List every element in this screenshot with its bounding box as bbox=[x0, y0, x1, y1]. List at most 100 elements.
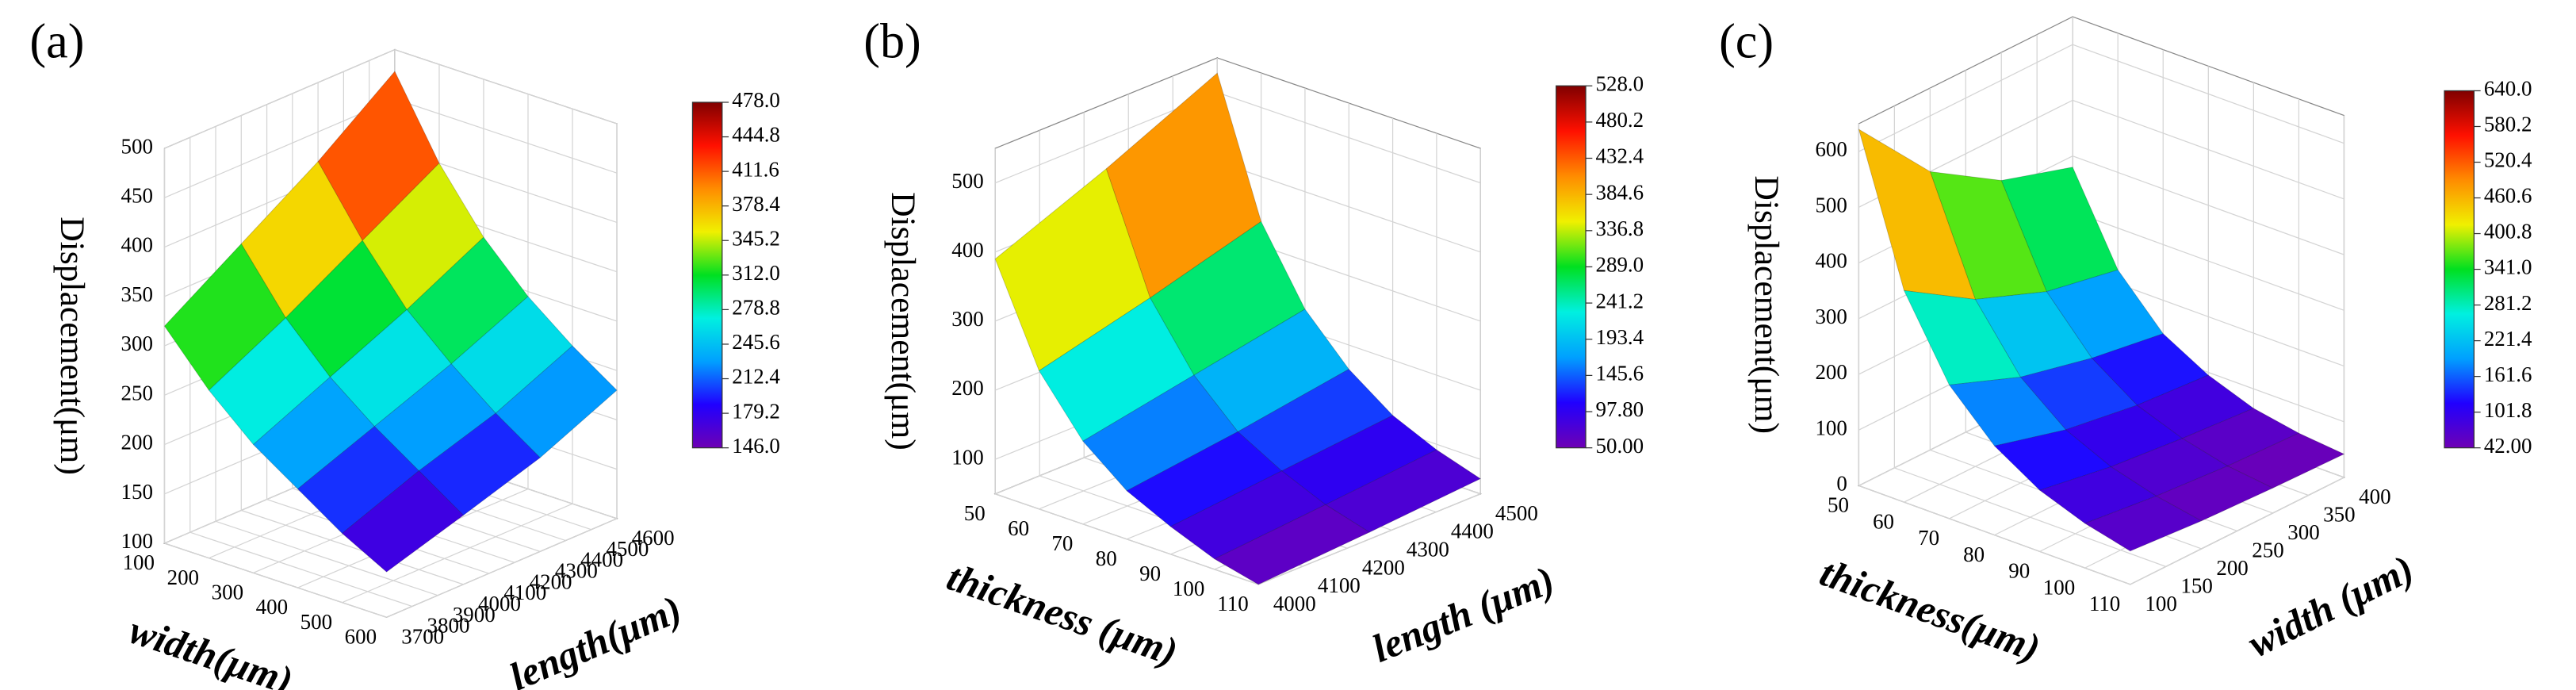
colorbar-tick-label: 528.0 bbox=[1595, 71, 1644, 95]
colorbar-tick-label: 42.00 bbox=[2484, 434, 2532, 458]
grid-line bbox=[189, 531, 413, 608]
y-tick-label: 300 bbox=[2287, 520, 2319, 544]
colorbar-tick-label: 460.6 bbox=[2484, 184, 2532, 208]
grid-line bbox=[215, 520, 438, 596]
z-tick-label: 400 bbox=[121, 233, 152, 257]
colorbar-tick-label: 480.2 bbox=[1595, 108, 1644, 132]
grid-line bbox=[1217, 161, 1481, 253]
x-tick-label: 400 bbox=[256, 595, 288, 619]
y-tick-label: 4100 bbox=[503, 581, 546, 604]
y-tick-label: 350 bbox=[2323, 503, 2355, 527]
colorbar-tick-label: 400.8 bbox=[2484, 220, 2532, 243]
y-tick-label: 400 bbox=[2359, 485, 2390, 508]
colorbar-tick-label: 520.4 bbox=[2484, 148, 2532, 172]
panel-label: (b) bbox=[863, 15, 921, 69]
grid-line bbox=[2072, 155, 2344, 255]
z-tick-label: 400 bbox=[1815, 249, 1847, 273]
colorbar-tick-label: 341.0 bbox=[2484, 255, 2532, 279]
grid-line bbox=[1257, 493, 1481, 585]
z-tick-label: 300 bbox=[121, 332, 152, 355]
z-tick-label: 100 bbox=[1815, 416, 1847, 439]
z-tick-label: 500 bbox=[1815, 193, 1847, 217]
grid-line bbox=[1894, 467, 2166, 567]
colorbar-tick-label: 432.4 bbox=[1595, 144, 1644, 168]
colorbar-tick-label: 101.8 bbox=[2484, 398, 2532, 422]
grid-line bbox=[1858, 485, 2130, 585]
y-tick-label: 4600 bbox=[632, 526, 675, 550]
grid-line bbox=[164, 542, 387, 618]
colorbar-tick-label: 444.8 bbox=[732, 123, 780, 147]
x-tick-label: 200 bbox=[167, 565, 199, 589]
x-tick-label: 500 bbox=[300, 610, 332, 634]
panel: 50 60 70 80 90 100 110 400041004200430044004500… bbox=[863, 15, 1644, 674]
colorbar-tick-label: 411.6 bbox=[732, 157, 779, 181]
surface-patch bbox=[341, 470, 465, 573]
z-tick-label: 450 bbox=[121, 184, 152, 208]
x-tick-label: 100 bbox=[123, 550, 155, 574]
x-axis-label: width(μm) bbox=[124, 608, 297, 690]
surface-patch bbox=[2155, 466, 2274, 522]
surface-patch bbox=[1213, 504, 1371, 585]
z-tick-label: 200 bbox=[951, 376, 983, 400]
grid-line bbox=[164, 98, 396, 198]
y-tick-label: 4200 bbox=[1362, 555, 1405, 579]
colorbar-tick-label: 278.8 bbox=[732, 296, 780, 320]
colorbar bbox=[2444, 90, 2475, 449]
grid-line bbox=[241, 509, 464, 585]
y-tick-label: 4400 bbox=[1451, 519, 1494, 543]
grid-line bbox=[994, 493, 1259, 585]
colorbar-tick-label: 345.2 bbox=[732, 226, 780, 250]
x-tick-label: 60 bbox=[1873, 509, 1894, 533]
y-tick-label: 200 bbox=[2216, 556, 2248, 580]
x-tick-label: 600 bbox=[345, 625, 377, 649]
x-tick-label: 80 bbox=[1963, 542, 1985, 566]
colorbar-tick-label: 384.6 bbox=[1595, 180, 1644, 204]
y-tick-label: 4100 bbox=[1318, 573, 1361, 597]
z-tick-label: 200 bbox=[121, 431, 152, 454]
surface-patch bbox=[2084, 496, 2203, 552]
colorbar-tick-label: 50.00 bbox=[1595, 434, 1644, 458]
colorbar-tick-label: 580.2 bbox=[2484, 113, 2532, 136]
y-tick-label: 4000 bbox=[1273, 592, 1316, 615]
y-tick-label: 4200 bbox=[530, 569, 572, 593]
colorbar-tick-label: 97.80 bbox=[1595, 397, 1644, 421]
y-tick-label: 100 bbox=[2145, 592, 2176, 615]
colorbar-tick-label: 245.6 bbox=[732, 330, 780, 354]
grid-line bbox=[342, 503, 573, 604]
y-tick-label: 3800 bbox=[427, 614, 470, 638]
y-tick-label: 4300 bbox=[1407, 538, 1449, 562]
y-tick-label: 4000 bbox=[478, 592, 521, 615]
z-tick-label: 500 bbox=[951, 169, 983, 193]
x-tick-label: 70 bbox=[1918, 526, 1939, 550]
panel: 100 200 300 400 500 600 3700380039004000410042… bbox=[29, 15, 780, 690]
grid-line bbox=[2072, 44, 2344, 144]
z-tick-label: 350 bbox=[121, 282, 152, 306]
grid-line bbox=[394, 98, 618, 174]
x-tick-label: 90 bbox=[1139, 562, 1161, 585]
grid-line bbox=[386, 518, 618, 618]
z-tick-label: 250 bbox=[121, 381, 152, 404]
x-tick-label: 90 bbox=[2008, 559, 2030, 583]
x-tick-label: 80 bbox=[1096, 546, 1117, 570]
grid-line bbox=[394, 48, 618, 125]
grid-line bbox=[2072, 211, 2344, 311]
colorbar-tick-label: 221.4 bbox=[2484, 327, 2532, 351]
y-tick-label: 4500 bbox=[1495, 501, 1538, 525]
z-axis-label: Displacement(μm) bbox=[53, 217, 91, 475]
z-tick-label: 100 bbox=[121, 529, 152, 553]
y-tick-label: 3700 bbox=[401, 625, 444, 649]
colorbar-tick-label: 241.2 bbox=[1595, 289, 1644, 312]
x-tick-label: 60 bbox=[1008, 516, 1029, 540]
colorbar-tick-label: 478.0 bbox=[732, 88, 780, 112]
y-tick-label: 150 bbox=[2180, 574, 2212, 598]
colorbar-tick-label: 281.2 bbox=[2484, 291, 2532, 315]
z-tick-label: 300 bbox=[1815, 305, 1847, 328]
colorbar-tick-label: 212.4 bbox=[732, 365, 780, 389]
z-tick-label: 300 bbox=[951, 307, 983, 331]
colorbar bbox=[1556, 85, 1587, 449]
colorbar-tick-label: 312.0 bbox=[732, 261, 780, 285]
z-tick-label: 0 bbox=[1836, 472, 1847, 496]
